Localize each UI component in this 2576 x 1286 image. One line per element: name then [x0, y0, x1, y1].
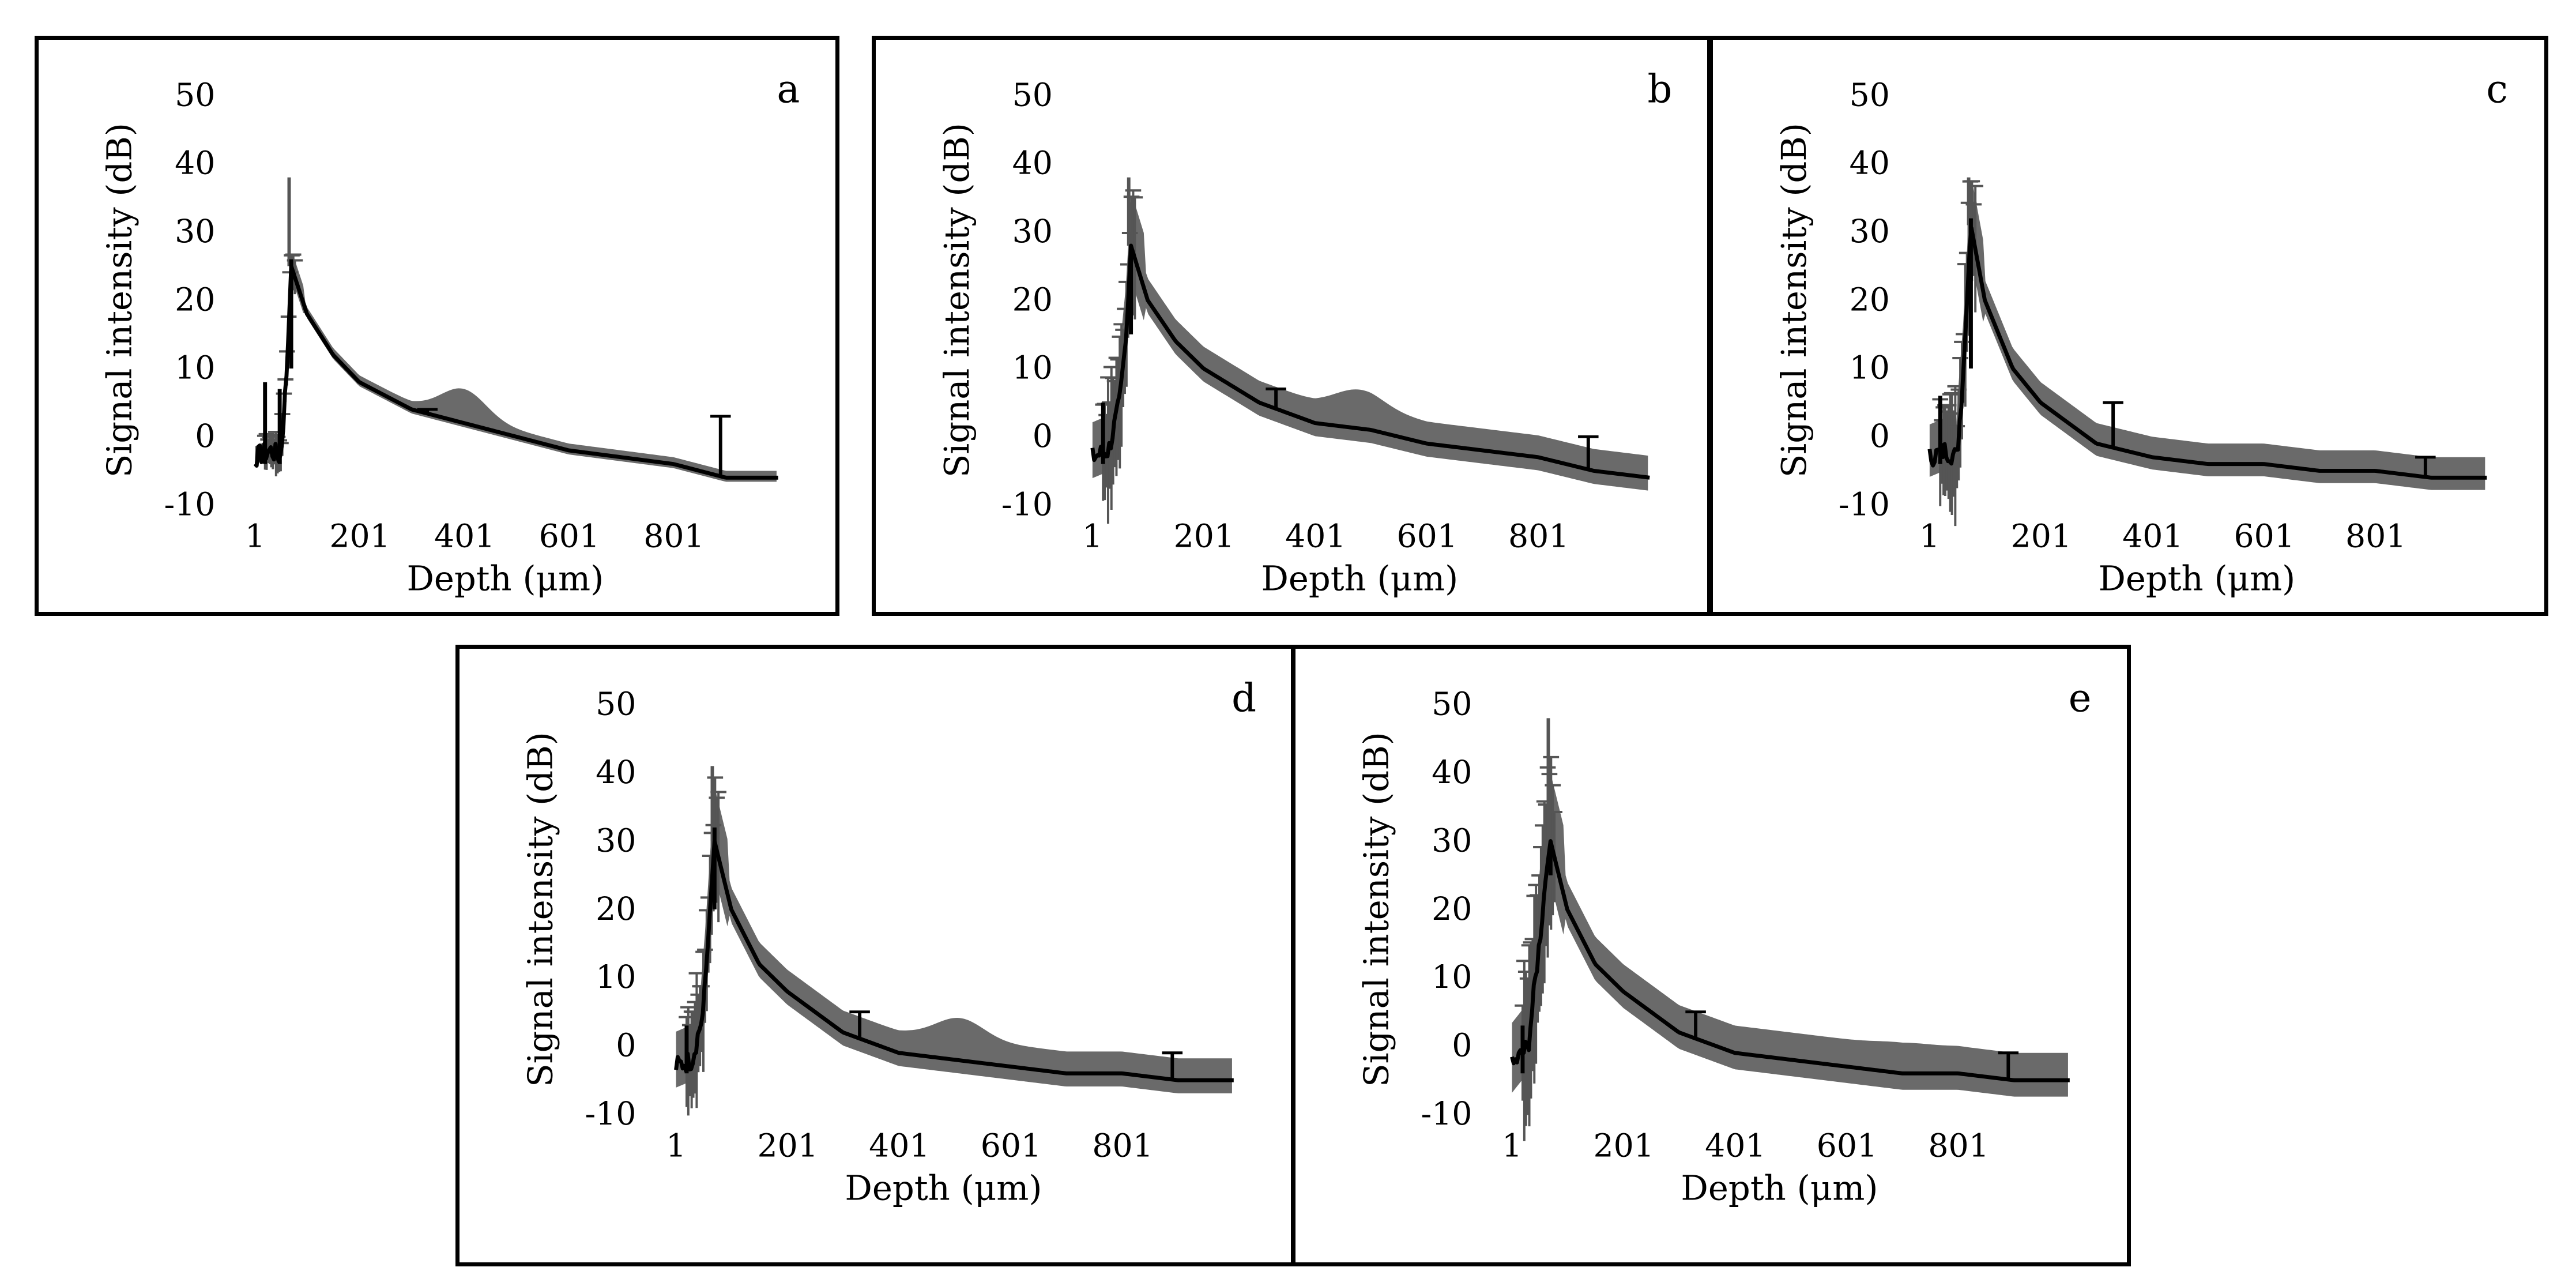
mean-line-c: [1927, 226, 2487, 480]
x-tick-label: 1: [666, 1127, 686, 1164]
x-tick-label: 801: [643, 518, 704, 555]
x-tick-label: 401: [434, 518, 495, 555]
y-axis-title: Signal intensity (dB): [99, 123, 139, 477]
y-tick-label: 0: [1033, 418, 1053, 455]
y-tick-label: 50: [1850, 77, 1890, 114]
chart-panel-e: e 50 40 30 20 10 0 -10 1 201 401 601 801 Depth (μm) Si…: [1291, 645, 2131, 1266]
y-tick-label: 40: [1012, 145, 1053, 182]
y-tick-label: 50: [1012, 77, 1053, 114]
x-tick-label: 801: [1928, 1127, 1989, 1164]
error-band-d: [676, 793, 1232, 1093]
mean-line-e: [1510, 839, 2070, 1082]
y-tick-label: 50: [596, 686, 636, 723]
y-tick-label: -10: [1839, 486, 1890, 523]
y-tick-label: 10: [175, 350, 215, 387]
y-tick-label: -10: [585, 1096, 636, 1133]
x-tick-label: 1: [1082, 518, 1102, 555]
x-tick-label: 401: [869, 1127, 930, 1164]
x-axis-title: Depth (μm): [2098, 559, 2295, 599]
panel-letter-a: a: [777, 66, 800, 111]
x-tick-label: 401: [2122, 518, 2183, 555]
x-axis-title: Depth (μm): [406, 559, 604, 599]
y-tick-label: -10: [1001, 486, 1053, 523]
y-tick-label: 20: [1850, 281, 1890, 318]
error-band-a: [255, 254, 777, 482]
error-band-c: [1929, 180, 2485, 490]
chart-panel-a: a 50 40 30 20 10 0 -10 1 201 401 601 801 Depth (μm) Si…: [35, 36, 839, 616]
y-tick-label: 30: [1012, 213, 1053, 250]
x-tick-label: 201: [329, 518, 390, 555]
y-tick-label: 40: [1850, 145, 1890, 182]
y-tick-label: 10: [1850, 350, 1890, 387]
x-tick-label: 401: [1285, 518, 1346, 555]
y-tick-label: -10: [164, 486, 216, 523]
y-tick-label: 30: [1850, 213, 1890, 250]
y-axis-title: Signal intensity (dB): [937, 123, 977, 477]
x-tick-label: 801: [1092, 1127, 1153, 1164]
y-axis-title: Signal intensity (dB): [1774, 123, 1814, 477]
mean-line-d: [674, 839, 1234, 1082]
y-tick-label: 10: [596, 959, 636, 996]
x-tick-label: 1: [1919, 518, 1939, 555]
y-tick-label: 30: [1432, 822, 1472, 859]
y-tick-label: 20: [175, 281, 215, 318]
x-tick-label: 201: [757, 1127, 818, 1164]
y-tick-label: 20: [1432, 891, 1472, 928]
x-tick-label: 601: [1817, 1127, 1878, 1164]
chart-svg-a: a 50 40 30 20 10 0 -10 1 201 401 601 801 Depth (μm) Si…: [99, 66, 800, 599]
y-tick-label: 0: [1870, 418, 1890, 455]
y-tick-label: 0: [1452, 1028, 1472, 1065]
y-tick-label: 20: [596, 891, 636, 928]
y-tick-label: 10: [1012, 350, 1053, 387]
panel-letter-e: e: [2069, 676, 2092, 721]
y-tick-label: 40: [596, 754, 636, 791]
x-tick-label: 1: [1502, 1127, 1522, 1164]
x-tick-label: 801: [1508, 518, 1569, 555]
x-axis-title: Depth (μm): [1681, 1168, 1878, 1208]
chart-panel-b: b 50 40 30 20 10 0 -10 1 201 401 601 801 Depth (μm) Si…: [872, 36, 1711, 616]
y-tick-label: 20: [1012, 281, 1053, 318]
mean-line-b: [1090, 243, 1650, 480]
error-band-e: [1512, 777, 2068, 1097]
chart-panel-d: d 50 40 30 20 10 0 -10 1 201 401 601 801 Depth (μm) Si…: [455, 645, 1295, 1266]
y-tick-label: 30: [175, 213, 215, 250]
x-tick-label: 1: [245, 518, 265, 555]
x-tick-label: 601: [539, 518, 600, 555]
y-tick-label: 10: [1432, 959, 1472, 996]
x-axis-title: Depth (μm): [845, 1168, 1042, 1208]
y-tick-label: 40: [175, 145, 215, 182]
x-tick-label: 201: [2011, 518, 2072, 555]
x-tick-label: 401: [1705, 1127, 1766, 1164]
y-axis-title: Signal intensity (dB): [1356, 732, 1396, 1087]
y-tick-label: 50: [1432, 686, 1472, 723]
chart-svg-e: e 50 40 30 20 10 0 -10 1 201 401 601 801 Depth (μm) Si…: [1356, 676, 2092, 1208]
chart-panel-c: c 50 40 30 20 10 0 -10 1 201 401 601 801 Depth (μm) Si…: [1709, 36, 2548, 616]
x-tick-label: 601: [2234, 518, 2295, 555]
y-axis-title: Signal intensity (dB): [520, 732, 560, 1087]
y-tick-label: 30: [596, 822, 636, 859]
panel-letter-c: c: [2486, 66, 2508, 111]
y-tick-label: 50: [175, 77, 215, 114]
chart-svg-c: c 50 40 30 20 10 0 -10 1 201 401 601 801 Depth (μm) Si…: [1774, 66, 2508, 599]
panel-letter-b: b: [1648, 66, 1673, 111]
x-tick-label: 601: [1397, 518, 1458, 555]
chart-svg-b: b 50 40 30 20 10 0 -10 1 201 401 601 801 Depth (μm) Si…: [937, 66, 1673, 599]
x-tick-label: 601: [981, 1127, 1042, 1164]
y-tick-label: -10: [1421, 1096, 1472, 1133]
x-axis-title: Depth (μm): [1261, 559, 1458, 599]
x-tick-label: 801: [2345, 518, 2406, 555]
x-tick-label: 201: [1593, 1127, 1654, 1164]
chart-svg-d: d 50 40 30 20 10 0 -10 1 201 401 601 801 Depth (μm) Si…: [520, 676, 1256, 1208]
y-tick-label: 40: [1432, 754, 1472, 791]
y-tick-label: 0: [195, 418, 215, 455]
x-tick-label: 201: [1174, 518, 1234, 555]
mean-line-a: [253, 264, 779, 480]
panel-letter-d: d: [1231, 676, 1256, 721]
y-tick-label: 0: [616, 1028, 636, 1065]
